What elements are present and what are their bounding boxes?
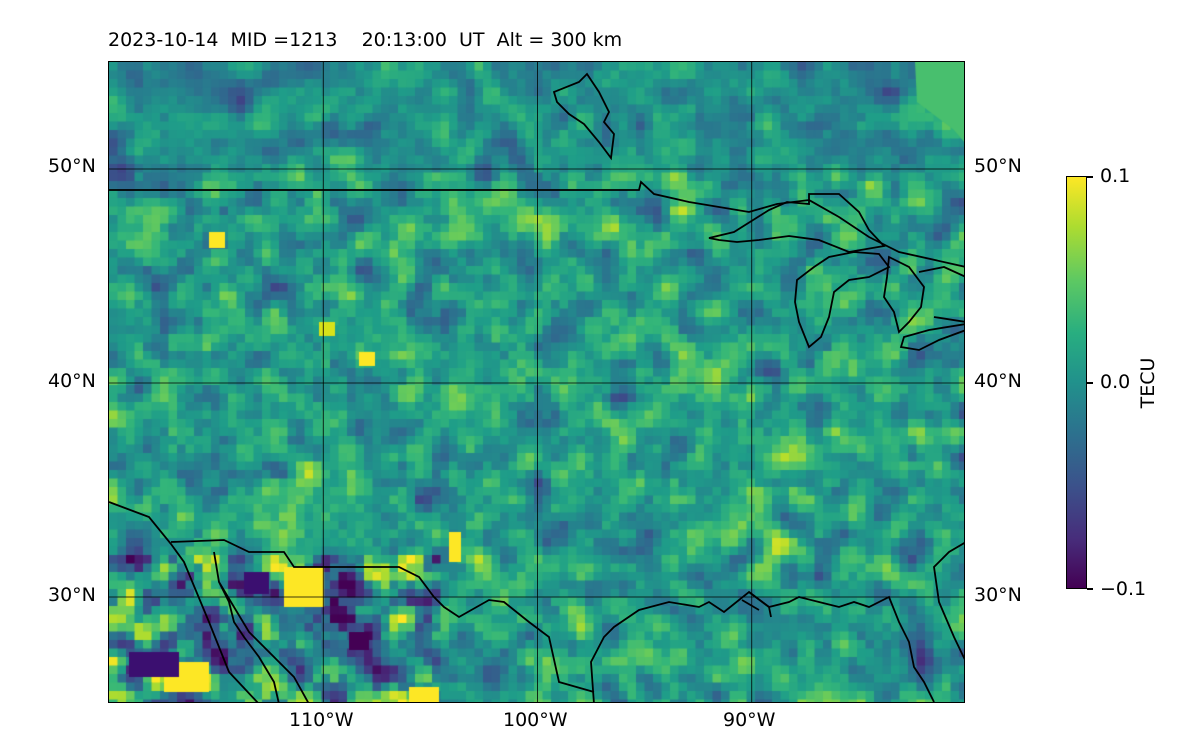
- map-title: 2023-10-14 MID =1213 20:13:00 UT Alt = 3…: [108, 29, 623, 51]
- colorbar-label-zero: 0.0: [1100, 371, 1131, 393]
- great-lakes-east: [918, 266, 964, 323]
- tec-map: [108, 61, 965, 703]
- gulf-coast: [590, 590, 935, 702]
- colorbar-tick-zero: [1087, 382, 1093, 384]
- colorbar: [1066, 176, 1087, 589]
- lake-michigan: [794, 251, 891, 349]
- lake-erie: [899, 323, 964, 351]
- coastlines: [109, 72, 964, 702]
- lon-label-90w: 90°W: [723, 709, 776, 731]
- colorbar-label-max: 0.1: [1100, 165, 1131, 187]
- map-overlay: [109, 62, 964, 702]
- lake-huron: [883, 255, 925, 334]
- mexico-us-border: [109, 501, 595, 702]
- lon-label-110w: 110°W: [289, 709, 354, 731]
- lat-label-left-40: 40°N: [48, 370, 96, 392]
- colorbar-title: TECU: [1137, 357, 1159, 409]
- colorbar-tick-min: [1087, 588, 1093, 590]
- baja-california: [213, 551, 309, 702]
- gridlines: [109, 62, 964, 702]
- texas-coast: [741, 591, 772, 618]
- lake-superior: [708, 193, 886, 253]
- lake-winnipeg-top: [552, 72, 615, 161]
- lat-label-right-30: 30°N: [974, 584, 1022, 606]
- colorbar-tick-max: [1087, 176, 1093, 178]
- lat-label-left-50: 50°N: [48, 155, 96, 177]
- lat-label-right-40: 40°N: [974, 370, 1022, 392]
- colorbar-label-min: −0.1: [1100, 578, 1147, 600]
- lat-label-left-30: 30°N: [48, 584, 96, 606]
- us-canada-border: [109, 180, 964, 268]
- lon-label-100w: 100°W: [503, 709, 568, 731]
- lat-label-right-50: 50°N: [974, 155, 1022, 177]
- florida-peninsula: [933, 542, 964, 660]
